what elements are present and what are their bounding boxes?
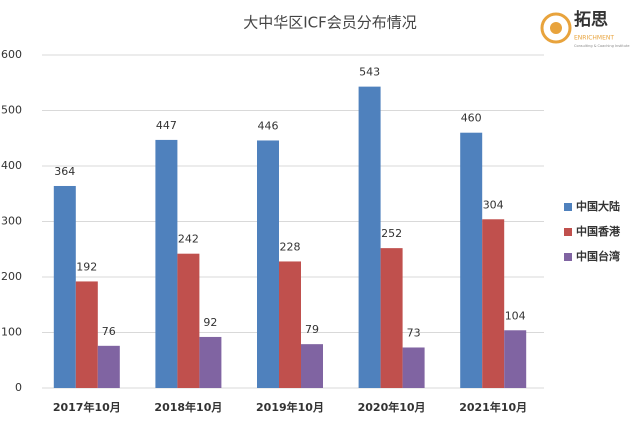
logo-icon: [540, 12, 572, 44]
legend-label: 中国台湾: [576, 249, 620, 263]
x-tick-label: 2020年10月: [358, 400, 426, 414]
bar: [75, 281, 98, 388]
y-tick-label: 500: [1, 104, 22, 117]
data-label: 304: [483, 198, 504, 211]
bar: [482, 219, 505, 388]
data-label: 228: [280, 240, 301, 253]
bar: [301, 344, 323, 388]
y-tick-label: 200: [1, 270, 22, 283]
data-label: 447: [156, 119, 177, 132]
legend-label: 中国大陆: [576, 199, 620, 213]
logo-name: 拓思: [574, 10, 608, 30]
y-tick-label: 400: [1, 159, 22, 172]
data-label: 460: [461, 112, 482, 125]
data-label: 192: [76, 260, 97, 273]
bar: [380, 248, 403, 388]
data-label: 73: [407, 326, 421, 339]
data-label: 104: [505, 309, 526, 322]
logo-subtitle: ENRICHMENT: [574, 35, 614, 42]
data-label: 543: [359, 66, 380, 79]
data-label: 92: [203, 316, 217, 329]
x-tick-label: 2017年10月: [53, 400, 121, 414]
data-label: 242: [178, 233, 199, 246]
bar: [97, 345, 120, 388]
legend-swatch: [564, 253, 572, 261]
x-tick-label: 2018年10月: [154, 400, 222, 414]
data-label: 364: [54, 165, 75, 178]
legend-swatch: [564, 228, 572, 236]
logo-icon: [550, 22, 562, 34]
bar: [460, 132, 483, 388]
bar: [279, 261, 301, 388]
legend-swatch: [564, 203, 572, 211]
x-tick-label: 2019年10月: [256, 400, 324, 414]
logo-tagline: Consulting & Coaching Institute: [574, 44, 630, 48]
bar: [155, 139, 178, 388]
y-tick-label: 600: [1, 48, 22, 61]
chart-title: 大中华区ICF会员分布情况: [243, 14, 417, 32]
data-label: 79: [305, 323, 319, 336]
bar: [177, 253, 200, 388]
data-label: 446: [258, 119, 279, 132]
y-tick-label: 100: [1, 326, 22, 339]
y-tick-label: 300: [1, 215, 22, 228]
legend-label: 中国香港: [576, 224, 621, 238]
logo: 拓思 ENRICHMENT Consulting & Coaching Inst…: [540, 10, 630, 48]
bar: [402, 347, 425, 388]
x-tick-label: 2021年10月: [459, 400, 527, 414]
y-tick-label: 0: [15, 381, 22, 394]
data-label: 252: [381, 227, 402, 240]
bar: [257, 140, 279, 388]
bar: [504, 330, 527, 388]
bar: [199, 336, 222, 388]
bar: [53, 185, 76, 388]
data-label: 76: [102, 325, 116, 338]
bar: [358, 86, 381, 388]
